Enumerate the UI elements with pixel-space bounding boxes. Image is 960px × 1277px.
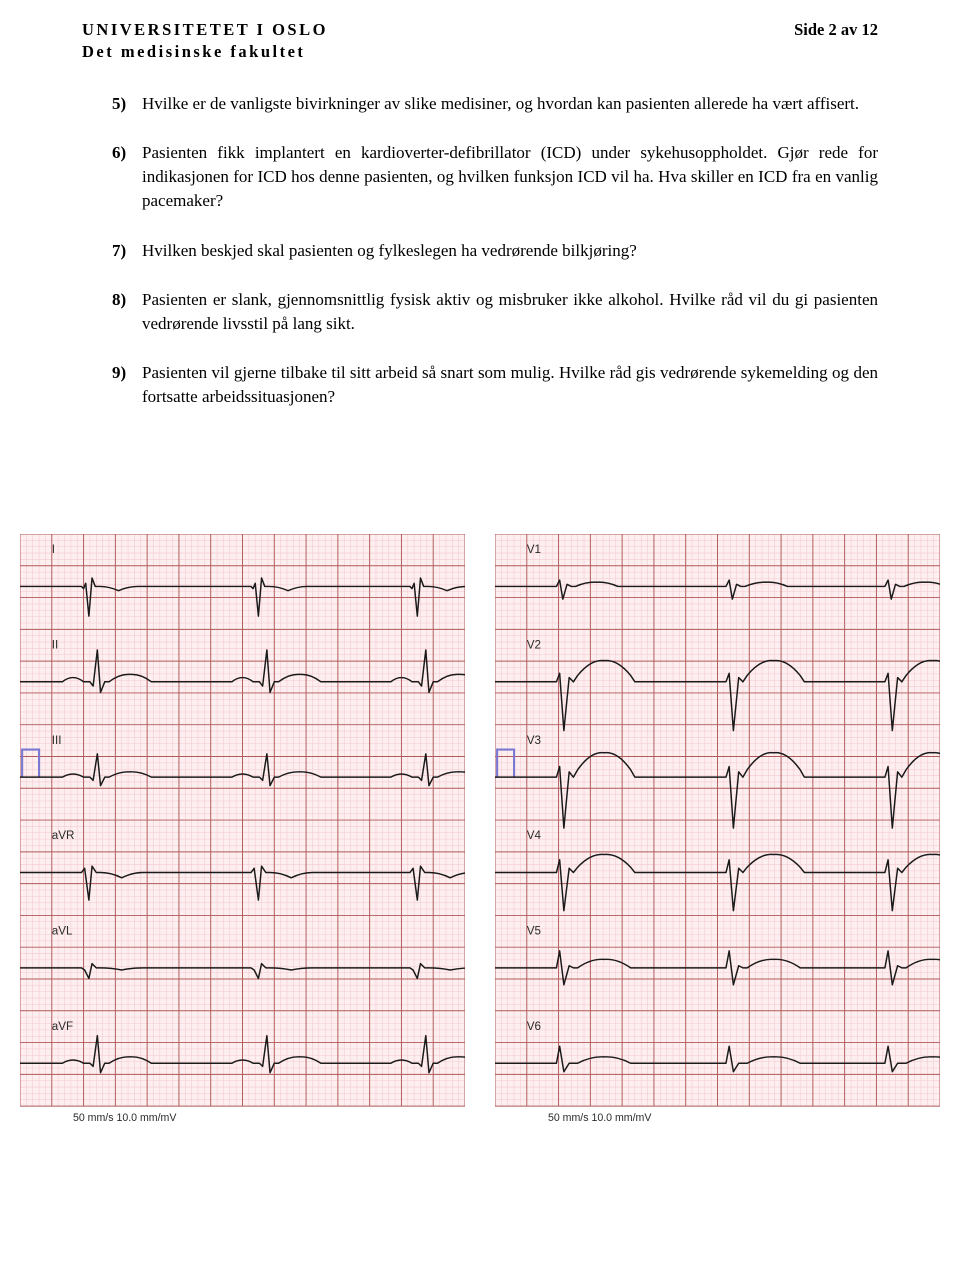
lead-label-V2: V2 (527, 639, 541, 652)
faculty-name: Det medisinske fakultet (82, 42, 328, 62)
lead-label-II: II (52, 639, 58, 652)
lead-label-aVR: aVR (52, 829, 75, 842)
lead-label-aVL: aVL (52, 925, 73, 938)
lead-label-I: I (52, 543, 55, 556)
lead-label-V5: V5 (527, 925, 541, 938)
question-number: 7) (112, 239, 142, 263)
questions-list: 5)Hvilke er de vanligste bivirkninger av… (112, 92, 878, 409)
lead-label-V4: V4 (527, 829, 542, 842)
page: UNIVERSITETET I OSLO Det medisinske faku… (0, 0, 960, 464)
question-item: 9)Pasienten vil gjerne tilbake til sitt … (112, 361, 878, 409)
question-number: 8) (112, 288, 142, 336)
ecg-svg: V1 V2 V3 V4 V5 V6 50 mm/s 10.0 mm/mV (495, 534, 940, 1125)
lead-label-III: III (52, 734, 62, 747)
ecg-footer-label: 50 mm/s 10.0 mm/mV (73, 1112, 177, 1124)
question-item: 8)Pasienten er slank, gjennomsnittlig fy… (112, 288, 878, 336)
question-number: 6) (112, 141, 142, 213)
question-text: Hvilken beskjed skal pasienten og fylkes… (142, 239, 878, 263)
lead-label-V1: V1 (527, 543, 541, 556)
page-header: UNIVERSITETET I OSLO Det medisinske faku… (82, 20, 878, 62)
ecg-footer-label: 50 mm/s 10.0 mm/mV (548, 1112, 652, 1124)
question-text: Pasienten er slank, gjennomsnittlig fysi… (142, 288, 878, 336)
ecg-panel-limb: IIIIIIaVRaVLaVF50 mm/s 10.0 mm/mV (20, 534, 465, 1125)
ecg-panel-chest: V1 V2 V3 V4 V5 V6 50 mm/s 10.0 mm/mV (495, 534, 940, 1125)
question-item: 5)Hvilke er de vanligste bivirkninger av… (112, 92, 878, 116)
question-number: 5) (112, 92, 142, 116)
question-item: 7)Hvilken beskjed skal pasienten og fylk… (112, 239, 878, 263)
question-item: 6)Pasienten fikk implantert en kardiover… (112, 141, 878, 213)
lead-label-aVF: aVF (52, 1020, 73, 1033)
question-text: Pasienten vil gjerne tilbake til sitt ar… (142, 361, 878, 409)
question-text: Pasienten fikk implantert en kardioverte… (142, 141, 878, 213)
question-number: 9) (112, 361, 142, 409)
lead-label-V6: V6 (527, 1020, 541, 1033)
ecg-svg: IIIIIIaVRaVLaVF50 mm/s 10.0 mm/mV (20, 534, 465, 1125)
lead-label-V3: V3 (527, 734, 541, 747)
page-number: Side 2 av 12 (794, 20, 878, 40)
ecg-area: IIIIIIaVRaVLaVF50 mm/s 10.0 mm/mVV1V2V3V… (0, 534, 960, 1125)
question-text: Hvilke er de vanligste bivirkninger av s… (142, 92, 878, 116)
header-left: UNIVERSITETET I OSLO Det medisinske faku… (82, 20, 328, 62)
institution-name: UNIVERSITETET I OSLO (82, 20, 328, 40)
